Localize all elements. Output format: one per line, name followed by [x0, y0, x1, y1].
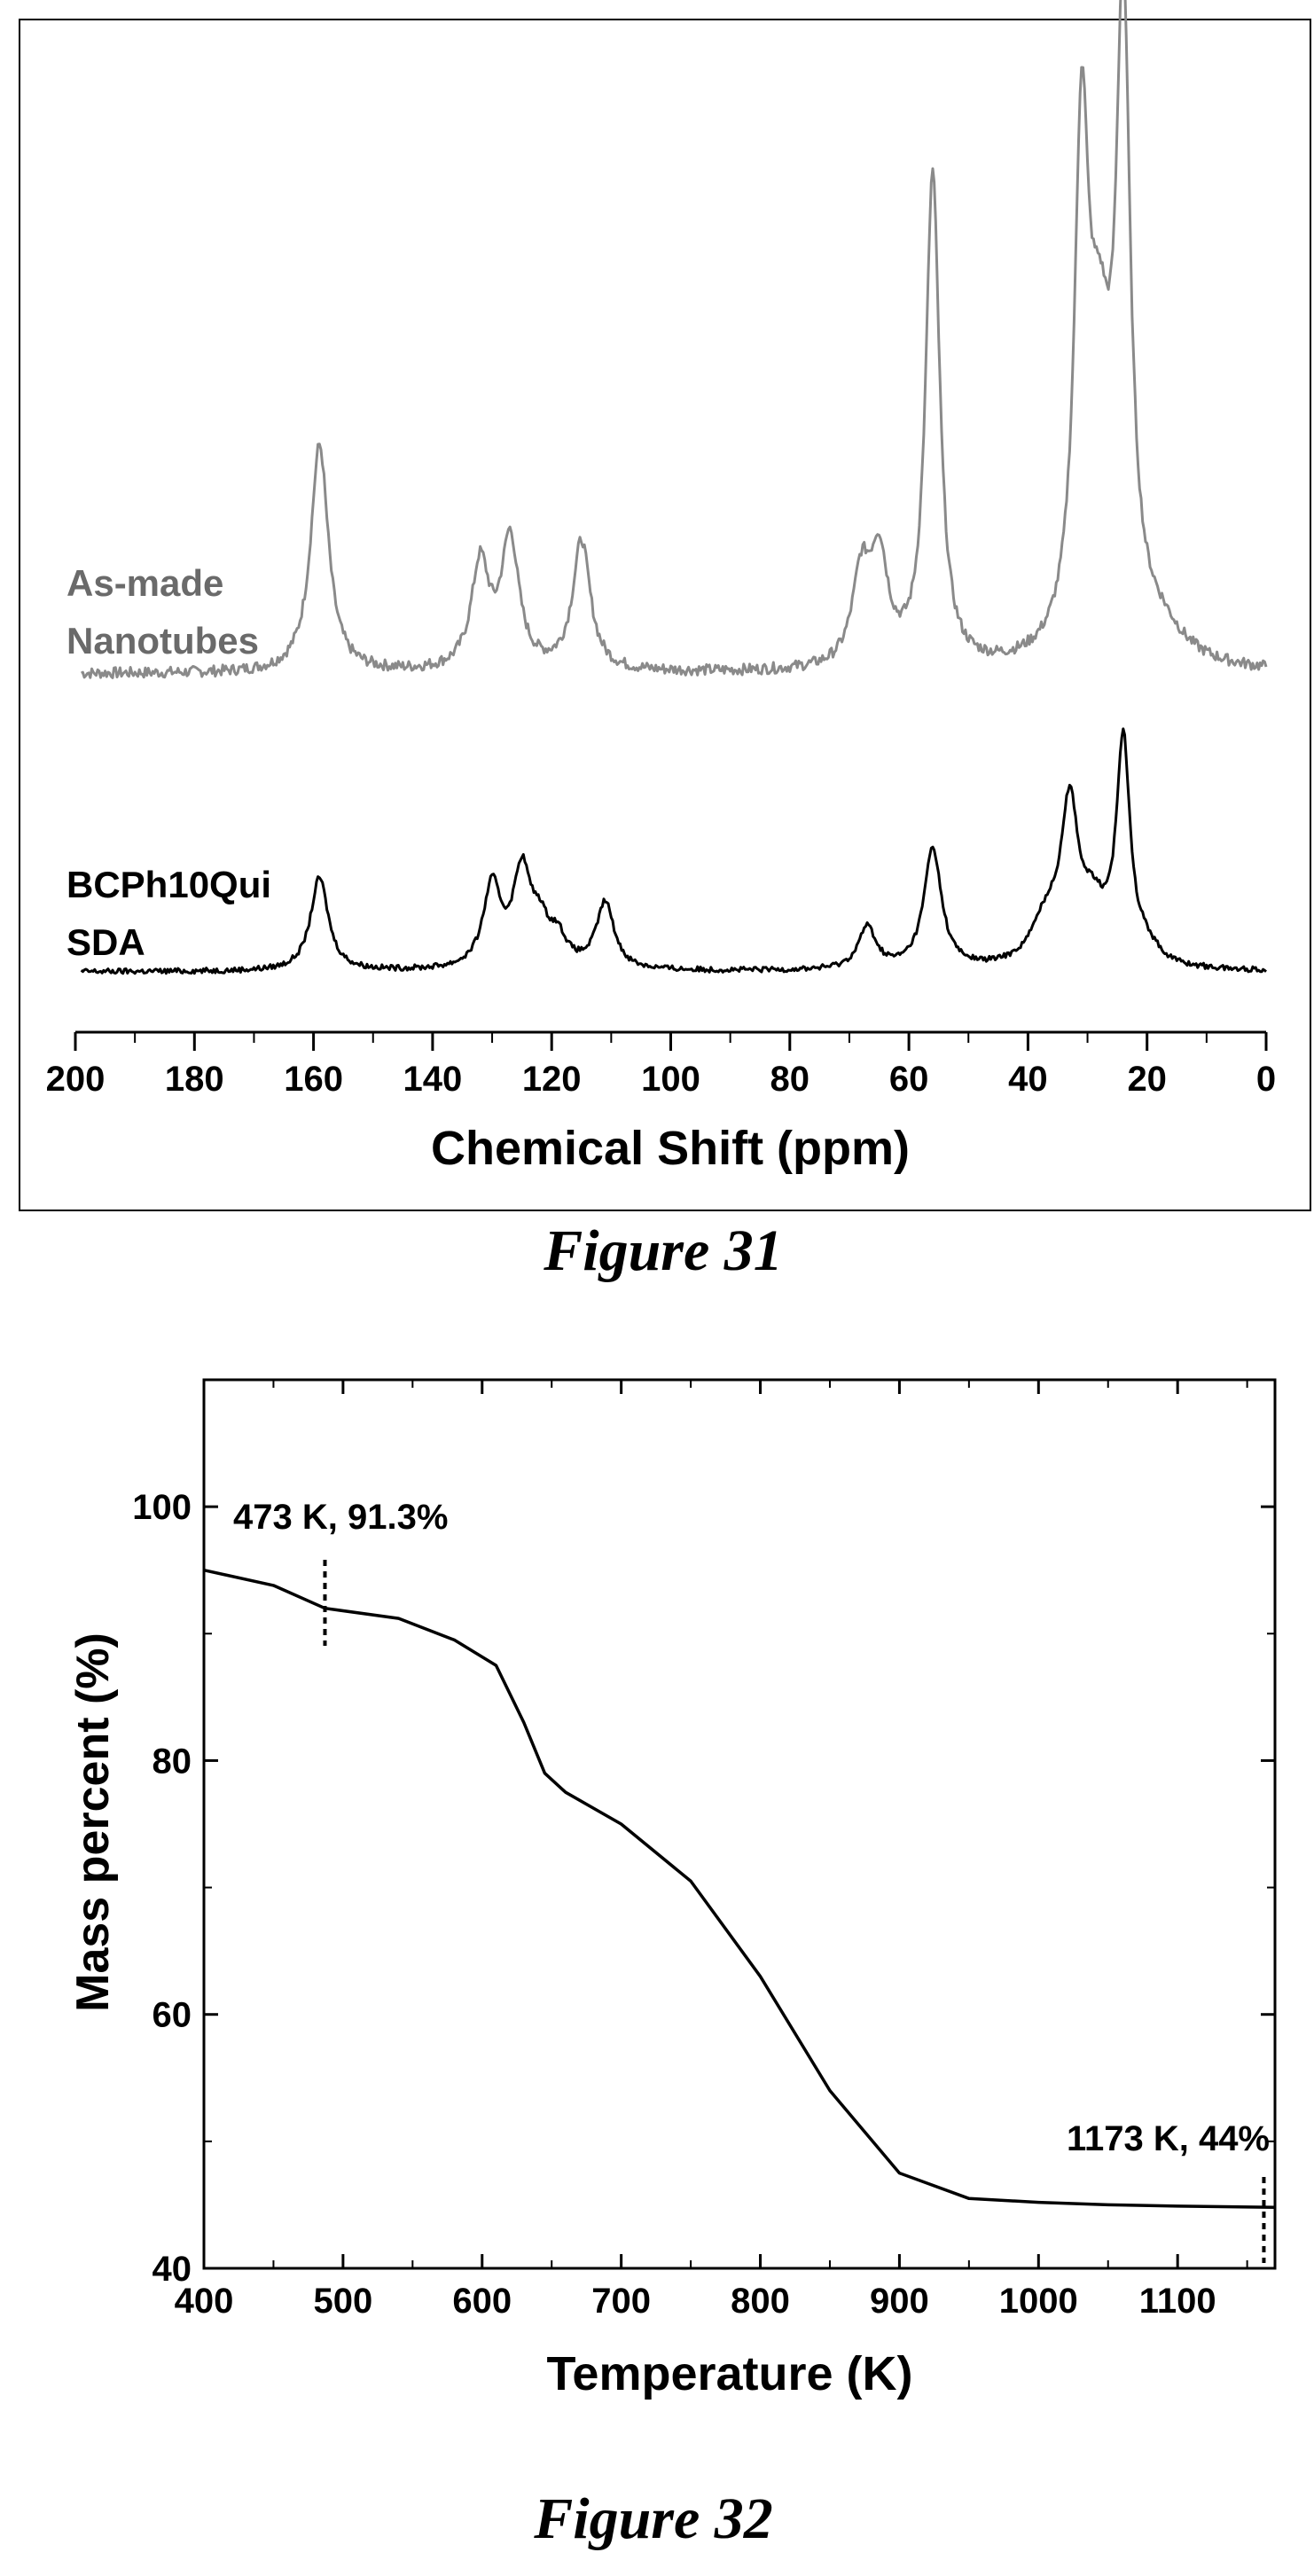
annotation-1173k: 1173 K, 44%	[1067, 2119, 1270, 2158]
tga-annotation-markers	[323, 1560, 1266, 2263]
nmr-x-tick-label: 160	[284, 1060, 343, 1099]
nmr-x-tick-label: 60	[889, 1060, 929, 1099]
nmr-series-line-bcph10qui-sda	[80, 727, 1267, 975]
nmr-x-ticks: 200 180 160 140 120 100 80 60 40 20 0	[46, 1032, 1276, 1099]
tga-series-line	[203, 1568, 1276, 2210]
nmr-x-tick-label: 40	[1008, 1060, 1048, 1099]
tga-ticks: 400 500 600 700 800 900 1000 1100 40 60 80 100	[132, 1380, 1275, 2321]
tga-curve-group	[203, 1568, 1276, 2210]
nmr-x-tick-label: 180	[165, 1060, 224, 1099]
figure-32: 400 500 600 700 800 900 1000 1100 40 60 80 100 473 …	[67, 1378, 1277, 2400]
nmr-series-line-as-made-nanotubes	[80, 0, 1268, 679]
series-label-sda-1: BCPh10Qui	[66, 864, 271, 905]
figure-31-caption: Figure 31	[543, 1218, 783, 1283]
tga-plot-frame	[202, 1378, 1277, 2270]
figure-31-frame	[19, 19, 1311, 1211]
series-label-as-made-2: Nanotubes	[66, 620, 259, 662]
tga-x-axis-label: Temperature (K)	[546, 2347, 912, 2400]
tga-y-tick-label: 60	[153, 1996, 192, 2035]
tga-x-tick-label: 700	[591, 2282, 651, 2321]
tga-x-tick-label: 1000	[999, 2282, 1078, 2321]
series-label-sda-2: SDA	[66, 921, 145, 963]
tga-x-tick-label: 600	[452, 2282, 512, 2321]
annotation-473k: 473 K, 91.3%	[233, 1498, 448, 1537]
tga-x-tick-label: 400	[175, 2282, 234, 2321]
nmr-x-axis-label: Chemical Shift (ppm)	[431, 1122, 910, 1175]
tga-x-tick-label: 500	[314, 2282, 373, 2321]
tga-y-axis-label: Mass percent (%)	[67, 1633, 119, 2012]
nmr-x-tick-label: 120	[522, 1060, 582, 1099]
nmr-x-tick-label: 80	[770, 1060, 810, 1099]
series-label-as-made-1: As-made	[66, 562, 223, 604]
tga-y-tick-label: 100	[132, 1488, 192, 1527]
nmr-x-tick-label: 20	[1127, 1060, 1167, 1099]
tga-x-tick-label: 900	[870, 2282, 929, 2321]
nmr-spectra-group	[80, 0, 1268, 975]
tga-y-tick-label: 80	[153, 1742, 192, 1781]
tga-x-tick-label: 800	[731, 2282, 790, 2321]
nmr-x-tick-label: 0	[1256, 1060, 1276, 1099]
tga-x-tick-label: 1100	[1139, 2282, 1216, 2321]
figure-31: 200 180 160 140 120 100 80 60 40 20 0 As-made Nano…	[19, 0, 1311, 1211]
tga-y-tick-label: 40	[153, 2250, 192, 2289]
figure-32-caption: Figure 32	[533, 2486, 773, 2551]
nmr-x-tick-label: 140	[403, 1060, 463, 1099]
nmr-x-tick-label: 100	[641, 1060, 700, 1099]
nmr-x-tick-label: 200	[46, 1060, 106, 1099]
